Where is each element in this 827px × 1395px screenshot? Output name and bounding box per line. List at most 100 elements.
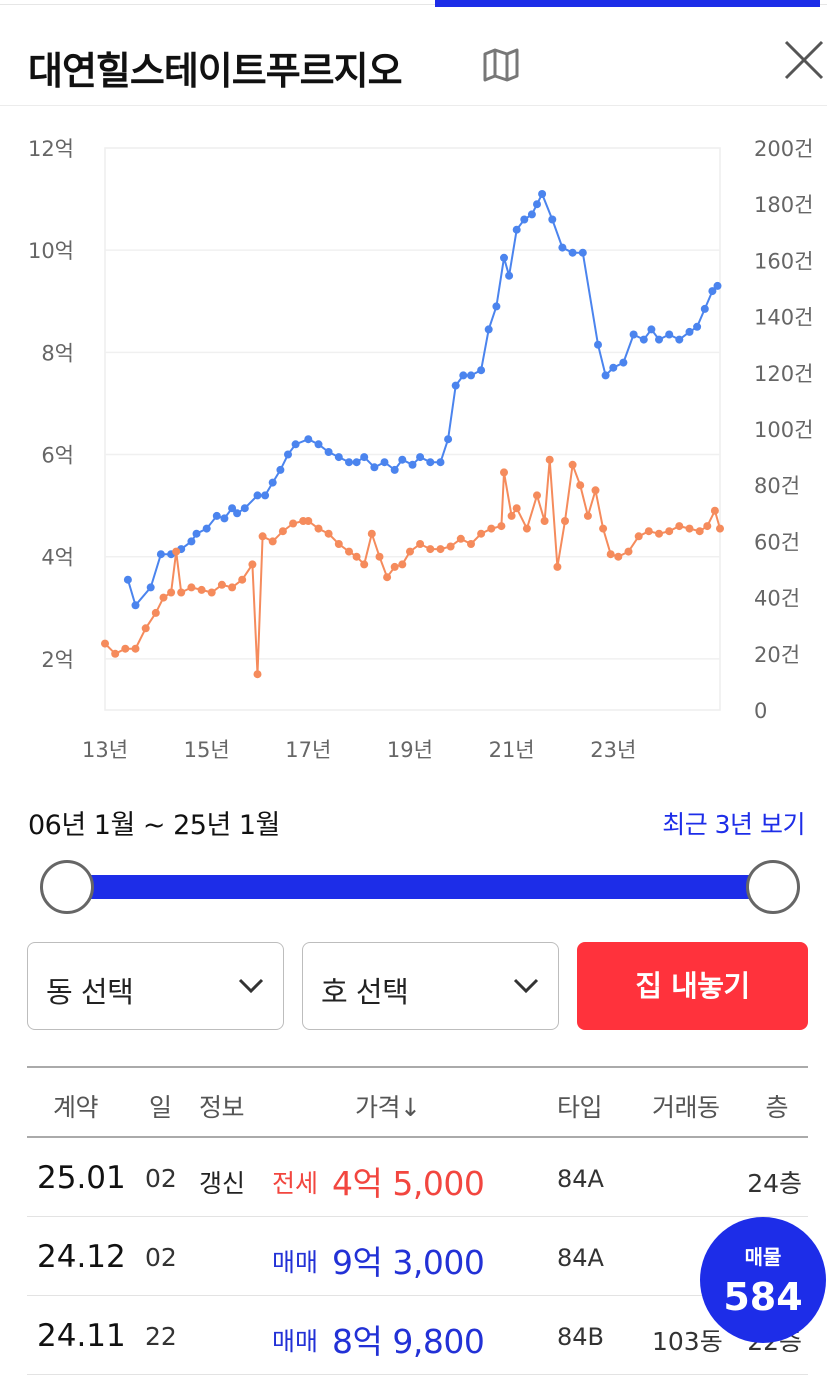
jeonse-point (167, 588, 176, 597)
sale-point (444, 435, 453, 444)
sale-point (156, 550, 165, 559)
sale-point (334, 453, 343, 462)
sale-point (240, 504, 249, 513)
recent-3-years-link[interactable]: 최근 3년 보기 (662, 810, 805, 839)
period-range-label: 06년 1월 ~ 25년 1월 (28, 810, 280, 841)
right-tick-label: 160건 (754, 249, 813, 273)
header-type[interactable]: 타입 (557, 1093, 603, 1122)
header-info[interactable]: 정보 (199, 1093, 245, 1122)
sale-point (146, 583, 155, 592)
left-tick-label: 12억 (28, 137, 74, 161)
row-type: 84A (557, 1244, 604, 1272)
row-day: 02 (145, 1243, 177, 1272)
row-price: 9억 3,000 (332, 1243, 485, 1282)
table-row[interactable]: 24.11 22 매매 8억 9,800 84B 103동 22층 (27, 1296, 808, 1375)
row-day: 02 (145, 1164, 177, 1193)
slider-end-handle[interactable] (746, 860, 800, 914)
sale-point (538, 190, 547, 198)
right-tick-label: 120건 (754, 362, 813, 386)
period-range-slider[interactable] (40, 860, 800, 914)
jeonse-point (568, 460, 577, 469)
jeonse-point (540, 517, 549, 525)
x-tick-label: 17년 (285, 738, 331, 762)
sale-point (533, 200, 541, 209)
jeonse-point (352, 552, 361, 561)
jeonse-point (151, 608, 160, 617)
row-floor: 24층 (747, 1169, 802, 1198)
row-info: 갱신 (199, 1169, 246, 1198)
list-my-home-button[interactable]: 집 내놓기 (577, 942, 808, 1030)
jeonse-point (121, 644, 130, 653)
right-tick-label: 140건 (754, 306, 813, 330)
header-day[interactable]: 일 (149, 1093, 172, 1122)
jeonse-point (406, 547, 414, 556)
dong-select[interactable]: 동 선택 (27, 942, 284, 1030)
sale-point (187, 537, 196, 546)
transaction-table: 계약 일 정보 가격↓ 타입 거래동 층 25.01 02 갱신 전세 4억 5… (27, 1066, 808, 1375)
jeonse-point (258, 532, 267, 541)
sale-point (202, 524, 211, 533)
sale-point (314, 440, 323, 449)
sale-point (484, 325, 493, 334)
sale-point (629, 330, 638, 339)
jeonse-point (685, 524, 694, 533)
sale-point (131, 601, 140, 610)
sale-point (284, 450, 292, 459)
x-tick-label: 23년 (590, 738, 636, 762)
jeonse-point (561, 517, 569, 525)
sale-point (398, 455, 407, 464)
sale-point (527, 210, 536, 219)
map-icon[interactable] (482, 48, 520, 82)
row-date: 24.11 (37, 1318, 126, 1354)
sale-point (713, 281, 722, 290)
table-row[interactable]: 24.12 02 매매 9억 3,000 84A (27, 1217, 808, 1296)
row-deal-kind: 전세 (272, 1169, 319, 1198)
jeonse-point (467, 540, 475, 548)
top-tab-bar (0, 0, 827, 8)
sale-point (609, 363, 618, 372)
ho-select[interactable]: 호 선택 (302, 942, 559, 1030)
jeonse-point (375, 552, 384, 561)
sale-point (416, 453, 425, 462)
header-dong[interactable]: 거래동 (652, 1093, 720, 1122)
sale-point (520, 215, 529, 224)
table-row[interactable]: 25.01 02 갱신 전세 4억 5,000 84A 24층 (27, 1138, 808, 1217)
slider-start-handle[interactable] (40, 860, 94, 914)
header-price[interactable]: 가격↓ (355, 1093, 421, 1122)
close-icon[interactable] (782, 38, 826, 82)
header-floor[interactable]: 층 (765, 1093, 788, 1122)
jeonse-point (172, 547, 181, 556)
jeonse-point (278, 527, 287, 536)
right-tick-label: 20건 (754, 643, 800, 667)
row-price: 4억 5,000 (332, 1164, 485, 1203)
sale-point (324, 448, 333, 456)
jeonse-point (314, 524, 323, 533)
right-tick-label: 0 (754, 699, 767, 723)
dong-select-label: 동 선택 (46, 975, 134, 1009)
jeonse-point (238, 575, 247, 584)
jeonse-point (487, 524, 496, 533)
jeonse-point (390, 562, 399, 571)
header-contract[interactable]: 계약 (53, 1093, 99, 1122)
jeonse-point (576, 481, 585, 490)
row-date: 25.01 (37, 1160, 126, 1196)
jeonse-point (436, 545, 445, 554)
sale-point (345, 458, 353, 467)
jeonse-point (248, 560, 257, 569)
jeonse-point (675, 522, 684, 531)
listings-count-button[interactable]: 매물 584 (700, 1217, 826, 1343)
right-tick-label: 200건 (754, 137, 813, 161)
jeonse-point (624, 547, 633, 556)
sale-point (220, 514, 229, 523)
tab-bar-divider (0, 4, 827, 5)
sale-point (700, 304, 709, 313)
left-tick-label: 2억 (41, 648, 74, 672)
price-trend-chart: 2억 4억 6억 8억 10억 12억 0 20건 40건 60건 80건 100건 120건 140건 1… (28, 137, 813, 762)
jeonse-point (507, 511, 516, 520)
jeonse-point (383, 573, 392, 582)
slider-track (66, 875, 774, 899)
listings-count: 584 (723, 1275, 803, 1319)
jeonse-point (522, 524, 531, 533)
jeonse-point (599, 524, 608, 533)
sale-point (228, 504, 237, 513)
